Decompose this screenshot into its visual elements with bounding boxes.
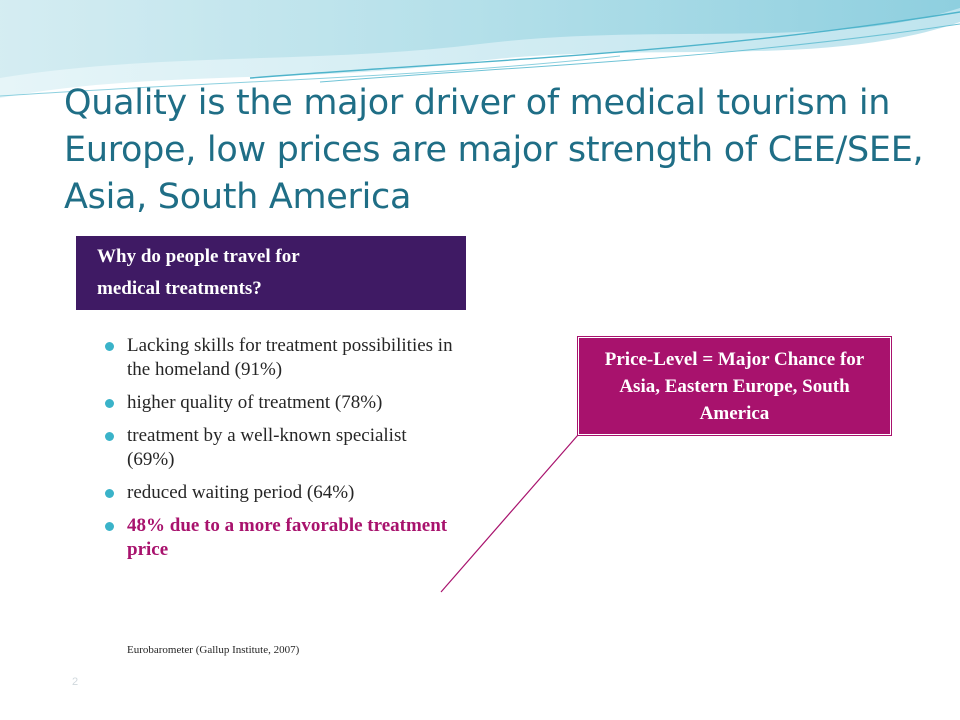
question-line-2: medical treatments? xyxy=(97,278,262,299)
list-item-text: treatment by a well-known specialist (69… xyxy=(127,425,407,470)
list-item: Lacking skills for treatment possibiliti… xyxy=(105,334,455,382)
price-level-callout: Price-Level = Major Chance for Asia, Eas… xyxy=(577,336,892,436)
bullet-icon xyxy=(105,399,114,408)
bullet-icon xyxy=(105,489,114,498)
list-item-text: Lacking skills for treatment possibiliti… xyxy=(127,335,453,380)
header-wave-decoration xyxy=(0,0,960,98)
list-item-text: 48% due to a more favorable treatment pr… xyxy=(127,515,448,560)
list-item-text: higher quality of treatment (78%) xyxy=(127,392,383,413)
question-box: Why do people travel for medical treatme… xyxy=(76,236,466,310)
slide-title: Quality is the major driver of medical t… xyxy=(64,83,924,217)
source-citation: Eurobarometer (Gallup Institute, 2007) xyxy=(127,644,300,656)
list-item: treatment by a well-known specialist (69… xyxy=(105,424,455,472)
reasons-list: Lacking skills for treatment possibiliti… xyxy=(105,334,455,571)
list-item: higher quality of treatment (78%) xyxy=(105,391,455,415)
page-number: 2 xyxy=(72,676,79,688)
highlighted-list-item: 48% due to a more favorable treatment pr… xyxy=(105,514,455,562)
list-item: reduced waiting period (64%) xyxy=(105,481,455,505)
list-item-text: reduced waiting period (64%) xyxy=(127,482,355,503)
question-line-1: Why do people travel for xyxy=(97,246,300,267)
bullet-icon xyxy=(105,522,114,531)
bullet-icon xyxy=(105,432,114,441)
bullet-icon xyxy=(105,342,114,351)
